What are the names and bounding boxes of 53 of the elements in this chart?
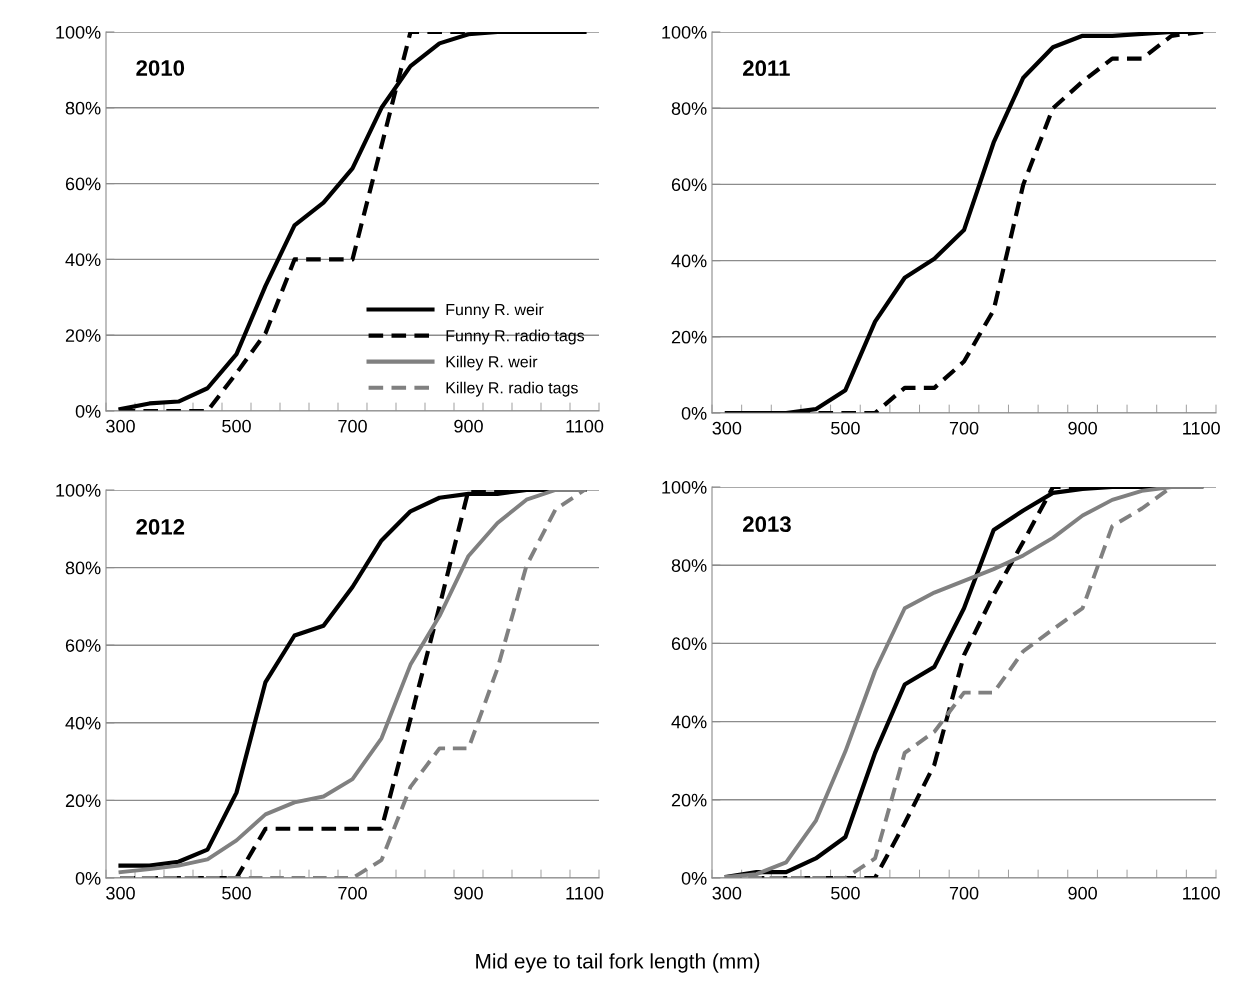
x-tick-label: 500 (831, 886, 860, 900)
x-tick-label: 900 (1068, 421, 1097, 435)
x-tick-label: 300 (712, 421, 742, 435)
y-tick-label: 100% (56, 25, 101, 39)
text: 2012 (136, 519, 185, 535)
x-tick-label: 1100 (566, 886, 604, 900)
x-tick-label: 300 (712, 886, 742, 900)
y-tick-label: 0% (75, 871, 101, 885)
text: 2010 (136, 60, 185, 76)
y-tick-label: 0% (681, 871, 707, 885)
x-tick-label: 500 (831, 421, 860, 435)
y-tick-label: 100% (662, 480, 707, 494)
x-tick-label: 1100 (1183, 421, 1220, 435)
y-tick-label: 40% (65, 253, 101, 267)
text: 2013 (743, 516, 791, 533)
y-tick-label: 20% (671, 330, 707, 344)
y-tick-label: 60% (65, 177, 101, 191)
x-tick-label: 500 (222, 886, 251, 900)
x-tick-label: 1100 (566, 419, 604, 433)
x-tick-label: 700 (338, 419, 367, 433)
y-tick-label: 40% (671, 715, 707, 729)
legend-label: Funny R. weir (446, 303, 544, 319)
x-tick-label: 900 (454, 886, 483, 900)
x-tick-label: 1100 (1183, 886, 1220, 900)
x-tick-label: 700 (338, 886, 367, 900)
y-tick-label: 80% (65, 101, 101, 115)
x-tick-label: 700 (949, 421, 979, 435)
x-tick-label: 300 (106, 419, 135, 433)
x-tick-label: 700 (949, 886, 979, 900)
y-tick-label: 80% (65, 561, 101, 575)
y-tick-label: 40% (65, 716, 101, 730)
x-tick-label: 900 (1068, 886, 1097, 900)
y-tick-label: 40% (671, 254, 707, 268)
y-tick-label: 60% (671, 178, 707, 192)
y-tick-label: 20% (65, 329, 101, 342)
y-tick-label: 0% (681, 406, 707, 420)
y-tick-label: 0% (75, 404, 101, 418)
legend-label: Killey R. radio tags (446, 381, 578, 397)
y-tick-label: 80% (671, 102, 707, 115)
x-tick-label: 500 (222, 419, 251, 433)
y-tick-label: 20% (671, 793, 707, 807)
y-tick-label: 60% (65, 639, 101, 652)
y-tick-label: 80% (671, 559, 707, 572)
legend-label: Killey R. weir (446, 355, 538, 371)
x-tick-label: 300 (106, 886, 135, 900)
y-tick-label: 60% (671, 637, 707, 651)
y-tick-label: 100% (662, 25, 707, 39)
text: 2011 (743, 60, 790, 77)
y-tick-label: 20% (65, 794, 101, 808)
x-tick-label: 900 (454, 419, 483, 433)
x-axis-title: Mid eye to tail fork length (mm) (476, 953, 760, 973)
y-tick-label: 100% (56, 483, 101, 497)
legend-label: Funny R. radio tags (446, 329, 585, 345)
